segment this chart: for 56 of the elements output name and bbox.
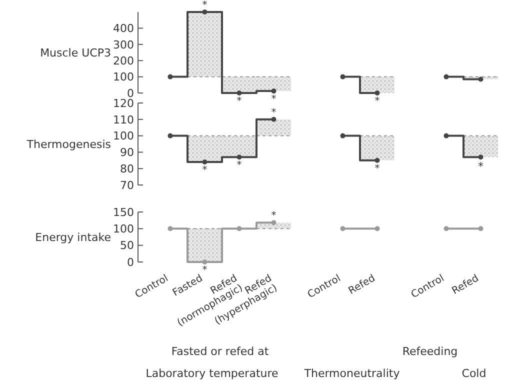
annotation: * (478, 160, 484, 173)
annotation: * (374, 163, 380, 174)
y-tick-label: 100 (113, 130, 134, 143)
y-tick-label: 70 (120, 178, 134, 192)
point (374, 158, 380, 163)
annotation: * (374, 96, 380, 107)
y-tick-label: 110 (113, 113, 134, 126)
y-tick-label: 50 (120, 239, 134, 252)
point (340, 74, 346, 80)
text: Cold (462, 367, 486, 380)
y-tick-label: 400 (113, 22, 134, 36)
point (271, 116, 276, 122)
point (478, 76, 484, 82)
point (478, 154, 484, 160)
y-tick-label: 100 (113, 222, 134, 236)
point (374, 90, 380, 96)
y-tick-label: 150 (113, 206, 134, 219)
point (202, 160, 208, 165)
point (340, 133, 346, 138)
annotation: * (271, 94, 276, 106)
point (444, 226, 449, 232)
point (202, 260, 208, 264)
y-axis-title: Muscle UCP3 (40, 46, 111, 60)
annotation: * (236, 160, 242, 172)
point (374, 226, 380, 232)
y-tick-label: 200 (113, 54, 134, 68)
y-tick-label: 90 (120, 146, 134, 160)
text: Fasted or refed at (171, 345, 270, 358)
text: Laboratory temperature (146, 367, 279, 380)
point (236, 90, 242, 96)
annotation: * (202, 0, 208, 11)
point (271, 220, 276, 226)
annotation: * (202, 265, 208, 276)
point (340, 226, 346, 232)
annotation: * (236, 96, 242, 107)
point (444, 133, 449, 138)
text: Thermoneutrality (303, 367, 400, 380)
point (168, 133, 173, 138)
point (168, 226, 173, 232)
y-tick-label: 0 (127, 256, 134, 269)
point (236, 154, 242, 160)
y-tick-label: 80 (120, 162, 134, 176)
annotation: * (271, 210, 276, 222)
text: Refeeding (402, 345, 458, 358)
point (271, 88, 276, 94)
point (478, 226, 484, 232)
y-tick-label: 100 (113, 70, 134, 84)
y-tick-label: 300 (113, 38, 134, 52)
point (236, 226, 242, 232)
annotation: * (271, 107, 276, 118)
y-axis-title: Thermogenesis (26, 138, 112, 151)
y-axis-title: Energy intake (35, 230, 112, 244)
point (168, 74, 173, 80)
annotation: * (202, 165, 208, 176)
point (444, 74, 449, 80)
point (202, 10, 208, 14)
